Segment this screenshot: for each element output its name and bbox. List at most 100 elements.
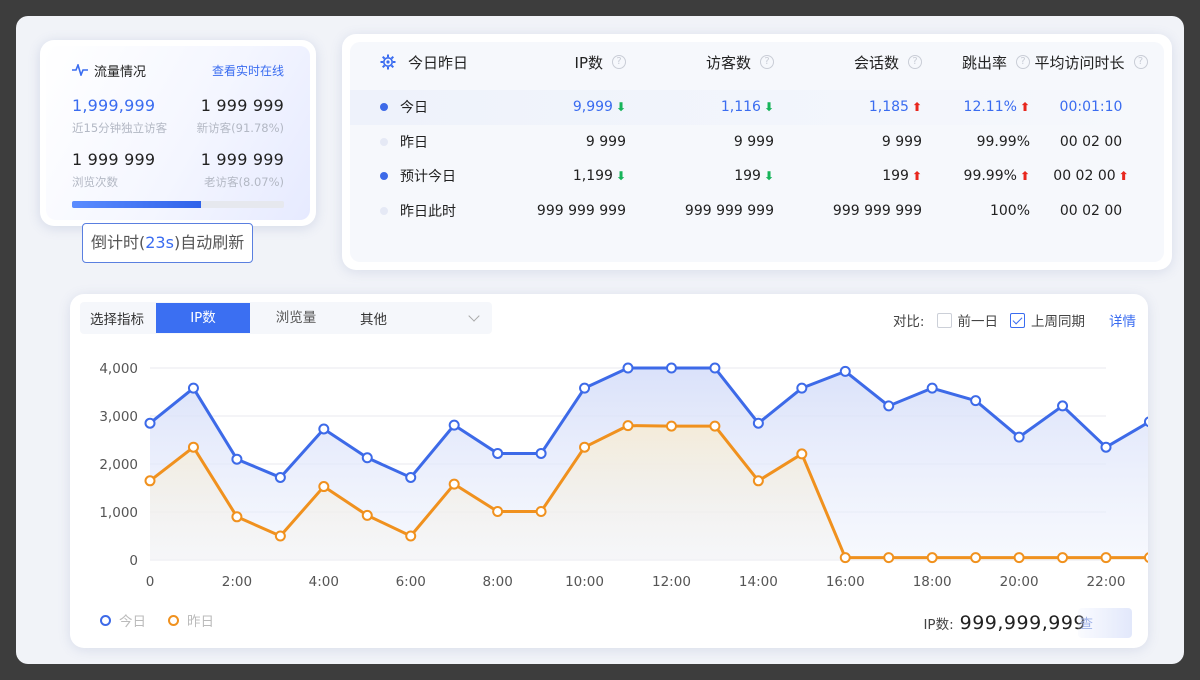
data-point-yesterday (274, 530, 286, 542)
data-point-today (1100, 441, 1112, 453)
stat-label: 浏览次数 (72, 175, 118, 189)
stat-label: 新访客(91.78%) (196, 121, 284, 135)
data-point-yesterday (883, 552, 895, 564)
series-line-today (149, 366, 1148, 479)
prev-day-label[interactable]: 前一日 (957, 314, 999, 330)
help-icon[interactable]: ? (908, 55, 922, 69)
arrow-down-icon: ⬇ (763, 169, 774, 184)
stats-cell: 199 ⬆ (774, 168, 922, 184)
stat-label: 老访客(8.07%) (203, 175, 284, 189)
prev-day-checkbox[interactable] (936, 312, 952, 328)
col-header-duration: 平均访问时长? (1030, 52, 1152, 73)
help-icon[interactable]: ? (1016, 55, 1030, 69)
app-screen: 流量情况 查看实时在线 1,999,999 近15分钟独立访客 1 999 99… (16, 16, 1184, 664)
row-dot-icon (380, 137, 388, 146)
y-tick-label: 4,000 (99, 361, 138, 377)
other-metric-select[interactable]: 其他 (342, 303, 492, 333)
y-tick-label: 0 (129, 553, 138, 569)
data-point-today (839, 365, 851, 377)
col-header-bounce: 跳出率? (922, 52, 1030, 73)
data-point-yesterday (970, 552, 982, 564)
x-tick-label: 20:00 (1000, 574, 1039, 590)
details-link[interactable]: 详情 (1109, 314, 1136, 330)
legend-label: 今日 (119, 614, 146, 630)
traffic-line-chart: 0 1,000 2,000 3,000 4,000 0 2:00 4:00 6:00 8:00 10… (99, 361, 1148, 590)
data-point-yesterday (665, 420, 677, 432)
refresh-seconds: 23s (145, 233, 174, 252)
cell-value: 1,116 (720, 99, 761, 116)
data-point-yesterday (318, 481, 330, 493)
stats-cell: 999 999 999 (774, 203, 922, 219)
data-point-today (535, 447, 547, 459)
cell-value: 9,999 (572, 99, 613, 116)
x-tick-label: 4:00 (309, 574, 339, 590)
legend-item-yesterday[interactable]: 昨日 (168, 610, 214, 630)
stats-cell: 999 999 999 (510, 203, 626, 219)
cell-value: 999 999 999 (684, 202, 774, 219)
stat-value: 1 999 999 (200, 96, 284, 115)
realtime-online-link[interactable]: 查看实时在线 (211, 63, 284, 78)
compare-label: 对比: (892, 314, 925, 330)
data-point-today (1143, 416, 1148, 428)
data-point-today (144, 417, 156, 429)
stats-row-name: 今日 (350, 97, 510, 117)
x-tick-label: 22:00 (1087, 574, 1126, 590)
data-point-today (231, 453, 243, 465)
help-icon[interactable]: ? (1133, 55, 1148, 69)
data-point-yesterday (1013, 552, 1025, 564)
last-week-checkbox[interactable] (1010, 312, 1025, 328)
view-more-label: 查 (1080, 617, 1094, 632)
last-week-label[interactable]: 上周同期 (1031, 314, 1085, 330)
data-point-yesterday (796, 448, 808, 460)
data-point-today (883, 400, 895, 412)
traffic-card-inner: 流量情况 查看实时在线 1,999,999 近15分钟独立访客 1 999 99… (46, 46, 310, 220)
stats-cell: 99.99% (922, 134, 1030, 150)
traffic-progress-fill (72, 201, 202, 208)
data-point-yesterday (405, 530, 417, 542)
tab-ip[interactable]: IP数 (156, 303, 250, 333)
data-point-today (665, 362, 677, 374)
data-point-today (1013, 431, 1025, 443)
data-point-today (405, 471, 417, 483)
ip-total: IP数: 999,999,999 (923, 612, 1086, 634)
row-label: 昨日 (400, 134, 428, 151)
row-label: 昨日此时 (400, 203, 456, 220)
cell-value: 00 02 00 (1059, 133, 1123, 150)
stats-row: 昨日 9 999 9 999 9 999 99.99% 00 02 00 (350, 125, 1164, 160)
gear-icon (380, 54, 396, 70)
cell-value: 12.11% (963, 99, 1017, 116)
stats-cell: 1,199 ⬇ (510, 168, 626, 184)
series-area-yesterday (150, 425, 1148, 560)
x-tick-label: 8:00 (482, 574, 512, 590)
data-point-yesterday (448, 478, 460, 490)
stats-cell: 100% (922, 203, 1030, 219)
data-point-today (1057, 400, 1069, 412)
metric-selector-label: 选择指标 (90, 312, 144, 328)
data-point-yesterday (187, 441, 199, 453)
auto-refresh-countdown: 倒计时(23s)自动刷新 (82, 223, 254, 263)
data-point-today (579, 382, 591, 394)
data-point-yesterday (492, 506, 504, 518)
arrow-up-icon: ⬆ (911, 169, 922, 184)
col-header-label: 平均访问时长 (1034, 53, 1125, 72)
cell-value: 99.99% (963, 168, 1017, 185)
x-tick-label: 16:00 (826, 574, 865, 590)
stats-row: 今日 9,999 ⬇ 1,116 ⬇ 1,185 ⬆ 12.11% ⬆ 00:01:10 (350, 90, 1164, 125)
stats-row: 预计今日 1,199 ⬇ 199 ⬇ 199 ⬆ 99.99% ⬆ 00 02 00 ⬆ (350, 159, 1164, 194)
col-header-label: IP数 (574, 53, 603, 72)
cell-value: 00 02 00 (1053, 168, 1116, 185)
row-label: 今日 (400, 100, 428, 117)
data-point-today (970, 395, 982, 407)
stat-value: 1 999 999 (72, 150, 156, 169)
view-more-button[interactable]: 查 (1078, 608, 1132, 638)
tab-pageviews[interactable]: 浏览量 (275, 310, 317, 326)
traffic-stat: 1 999 999 老访客(8.07%) (178, 150, 284, 190)
stats-table: 今日昨日 IP数? 访客数? 会话数? 跳出率? 平均访问时长? 今日 9,999… (350, 42, 1164, 228)
cell-value: 100% (989, 202, 1030, 219)
data-point-yesterday (535, 506, 547, 518)
arrow-up-icon: ⬆ (911, 100, 922, 115)
legend-item-today[interactable]: 今日 (100, 610, 146, 630)
help-icon[interactable]: ? (760, 55, 774, 69)
col-header-sessions: 会话数? (774, 52, 922, 73)
help-icon[interactable]: ? (612, 55, 626, 69)
